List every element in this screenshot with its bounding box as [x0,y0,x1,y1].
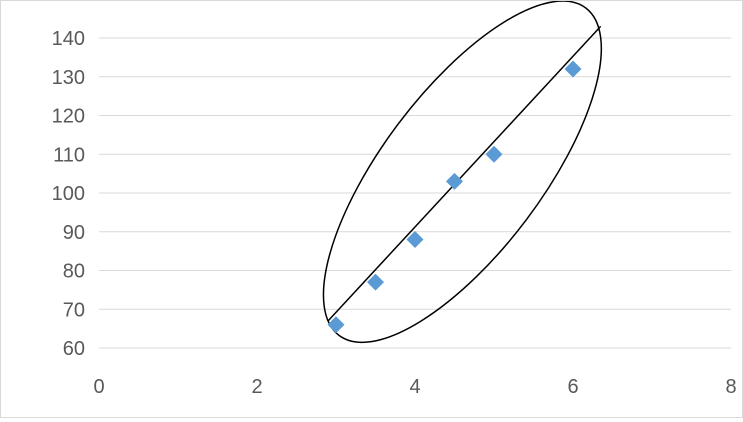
data-point [406,231,424,248]
y-tick-label-140: 140 [52,28,85,50]
annotations [322,0,603,344]
data-point [564,60,582,78]
data-points [327,60,582,334]
x-axis-tick-labels: 0 2 4 6 8 [93,376,736,398]
x-tick-label-0: 0 [93,376,104,398]
y-tick-label-80: 80 [63,261,85,283]
gridlines [99,37,731,349]
data-point [327,316,345,334]
data-point [485,145,503,163]
enclosing-ellipse [322,0,603,344]
y-tick-label-70: 70 [63,299,85,321]
x-tick-label-2: 2 [251,376,262,398]
y-tick-label-120: 120 [52,106,85,128]
x-tick-label-6: 6 [567,376,578,398]
y-tick-label-100: 100 [52,183,85,205]
data-point [446,172,463,190]
y-tick-label-60: 60 [63,338,85,360]
data-point [367,273,384,291]
y-tick-label-110: 110 [53,144,85,166]
y-axis-tick-labels: 60 70 80 90 100 110 120 130 140 [52,28,85,360]
x-tick-label-8: 8 [725,376,736,398]
y-tick-label-130: 130 [52,67,85,89]
x-tick-label-4: 4 [409,376,420,398]
trend-line [327,25,602,322]
y-tick-label-90: 90 [63,222,85,244]
